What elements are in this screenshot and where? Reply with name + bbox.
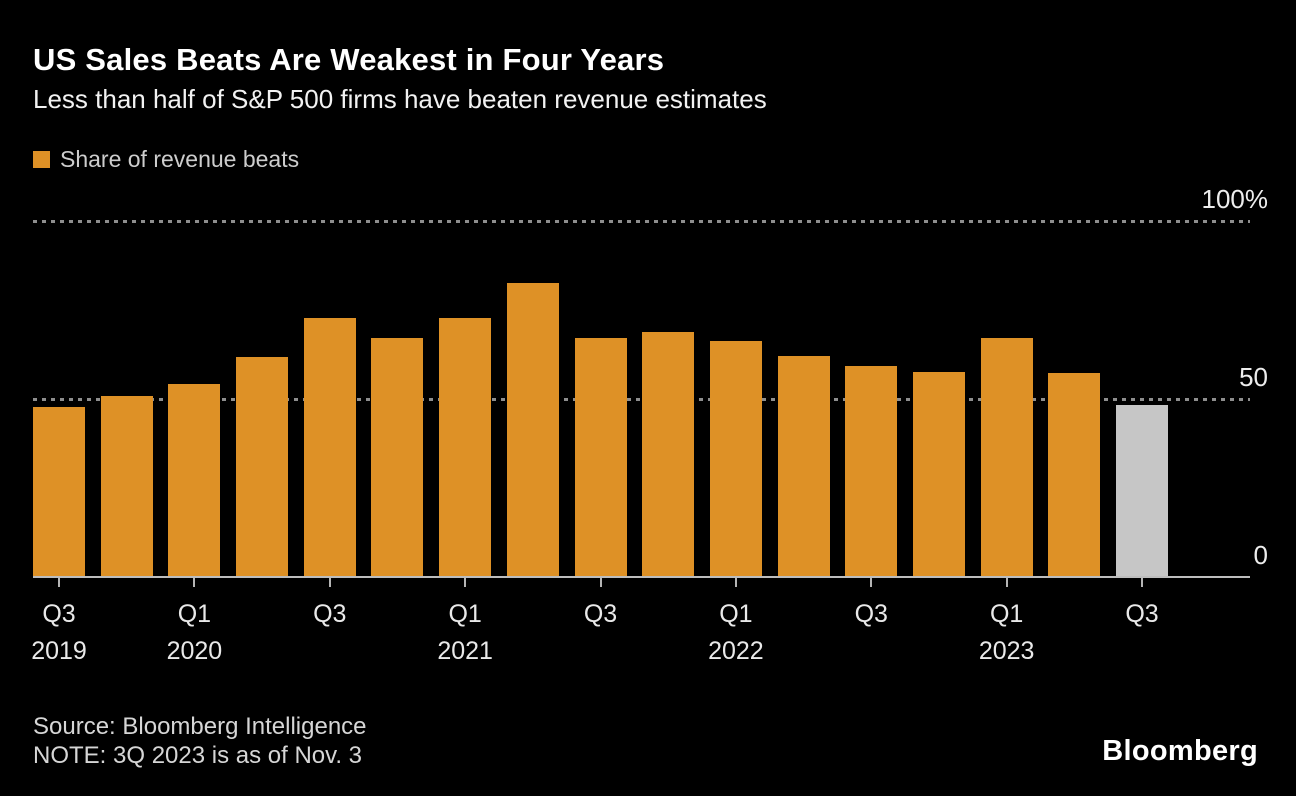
bar-q2-2020	[236, 357, 289, 578]
bloomberg-logo: Bloomberg	[1102, 735, 1258, 767]
legend: Share of revenue beats	[33, 146, 299, 173]
bar-q1-2023	[980, 337, 1033, 578]
bar-q3-2019	[33, 407, 85, 578]
bar-q3-2020	[303, 318, 356, 578]
bar-q4-2022	[912, 371, 965, 578]
bar-q1-2020	[168, 383, 221, 578]
x-axis-label-q1-2023: Q1 2023	[978, 600, 1035, 665]
gridline-50	[33, 398, 1250, 401]
bar-q2-2023	[1048, 373, 1101, 578]
x-axis-label-q1-2021: Q1 2021	[437, 600, 493, 665]
x-tick-q1-2020	[193, 578, 196, 587]
x-axis-label-q3: Q3	[313, 600, 347, 628]
bar-q4-2021	[642, 332, 695, 578]
source-line: Source: Bloomberg Intelligence	[33, 713, 367, 740]
bar-q1-2021	[439, 318, 492, 578]
x-axis-label-q3: Q3	[583, 600, 618, 628]
footer-notes: Source: Bloomberg Intelligence NOTE: 3Q …	[33, 712, 367, 770]
x-tick-q3	[1141, 578, 1143, 587]
x-tick-q3	[599, 578, 602, 587]
chart-subtitle: Less than half of S&P 500 firms have bea…	[33, 84, 767, 114]
x-axis-label-q3: Q3	[854, 600, 888, 628]
x-tick-q1-2023	[1005, 578, 1008, 587]
x-tick-q3	[328, 578, 331, 587]
chart-title: US Sales Beats Are Weakest in Four Years	[33, 42, 665, 77]
bar-q4-2020	[371, 337, 424, 578]
legend-label: Share of revenue beats	[60, 146, 300, 172]
gridline-100	[33, 220, 1250, 223]
x-tick-q1-2022	[734, 578, 737, 587]
x-axis-label-q3: Q3	[1125, 600, 1159, 628]
bar-q3-2022	[845, 366, 898, 578]
x-axis-label-q1-2022: Q1 2022	[708, 600, 764, 665]
y-axis-label-50: 50	[1239, 362, 1268, 392]
x-tick-q1-2021	[464, 578, 467, 587]
x-tick-q3	[870, 578, 873, 587]
note-line: NOTE: 3Q 2023 is as of Nov. 3	[33, 742, 363, 769]
bar-q2-2022	[777, 355, 830, 578]
x-axis-line	[33, 576, 1250, 578]
y-axis-label-0: 0	[1253, 540, 1268, 570]
y-axis-label-100: 100%	[1201, 184, 1269, 214]
bar-q3-2021	[574, 337, 627, 578]
bar-q1-2022	[709, 341, 762, 578]
bar-q2-2021	[506, 282, 559, 578]
bar-q3-2023	[1116, 405, 1168, 578]
x-tick-q3-2019	[58, 578, 60, 587]
x-axis-label-q1-2020: Q1 2020	[166, 600, 223, 665]
bar-q4-2019	[100, 396, 153, 578]
legend-swatch-icon	[33, 151, 50, 168]
x-axis-label-q3-2019: Q3 2019	[31, 600, 87, 665]
